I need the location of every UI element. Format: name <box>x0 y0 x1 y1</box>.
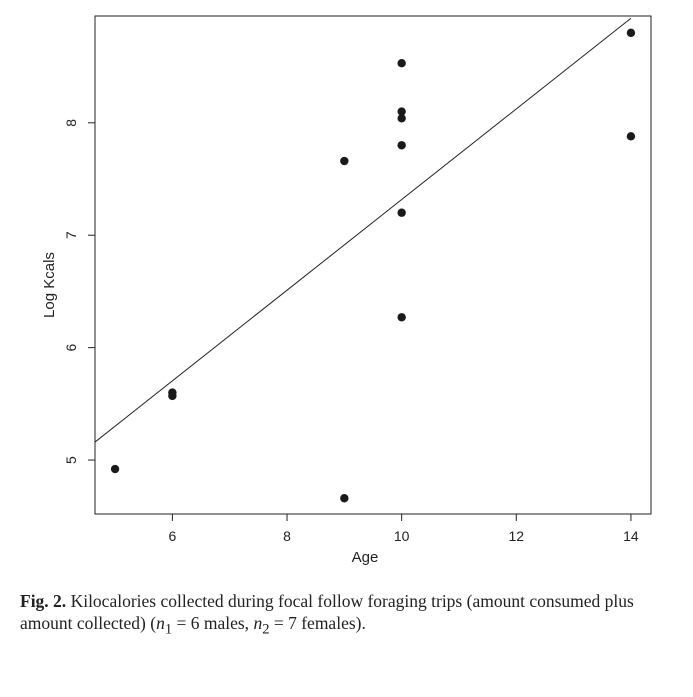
data-point <box>626 132 636 141</box>
n2-text: = 7 females). <box>269 613 366 633</box>
x-tick-label: 10 <box>394 528 410 544</box>
y-axis-title: Log Kcals <box>41 252 58 318</box>
figure-caption: Fig. 2. Kilocalories collected during fo… <box>20 590 680 641</box>
x-tick-label: 8 <box>283 528 291 544</box>
data-point <box>397 141 406 150</box>
regression-line <box>94 17 632 443</box>
x-tick-label: 6 <box>168 528 176 544</box>
data-point <box>110 464 120 474</box>
figure-label: Fig. 2. <box>20 591 67 611</box>
data-point <box>340 156 349 166</box>
y-tick-label: 5 <box>63 456 79 464</box>
y-tick-label: 7 <box>63 231 79 239</box>
n1-symbol: n <box>156 613 165 633</box>
y-tick-label: 8 <box>63 119 79 127</box>
data-point <box>397 208 406 217</box>
data-point <box>397 107 406 116</box>
data-point <box>397 313 406 322</box>
data-point <box>340 494 349 503</box>
caption-text-line1: Kilocalories collected during focal foll… <box>70 591 634 611</box>
x-axis-title: Age <box>352 549 379 566</box>
scatter-plot: 6 8 10 12 14 5 6 7 8 Age Log Kcals <box>41 15 652 566</box>
caption-text-line2: amount collected) ( <box>20 613 157 633</box>
n2-subscript: 2 <box>262 621 270 638</box>
n2-symbol: n <box>253 613 263 633</box>
data-point <box>626 28 636 38</box>
x-tick-label: 14 <box>623 528 639 544</box>
plot-frame <box>94 15 652 515</box>
n1-subscript: 1 <box>164 621 173 638</box>
n1-text: = 6 males, <box>172 613 254 633</box>
x-tick-label: 12 <box>509 528 525 544</box>
y-tick-label: 6 <box>63 344 79 352</box>
data-point <box>397 59 406 68</box>
data-point <box>397 114 406 123</box>
data-point <box>168 391 177 401</box>
